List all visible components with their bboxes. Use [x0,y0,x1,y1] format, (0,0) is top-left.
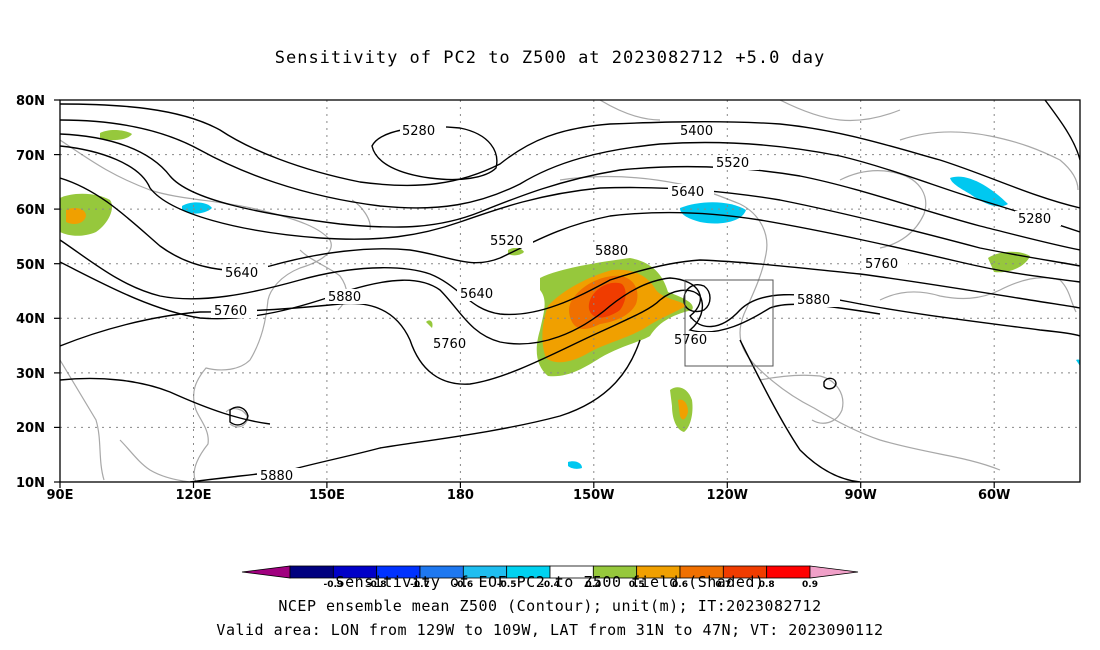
lon-label: 60W [978,488,1010,503]
lat-label: 10N [16,476,45,491]
contour-label-5640: 5640 [671,185,704,200]
colorbar-tick-label: -0.6 [453,580,473,590]
colorbar-tick-label: -0.5 [497,580,517,590]
contour-label-5520: 5520 [490,234,523,249]
shade-orange-west [66,208,86,224]
colorbar-tick-label: -0.8 [367,580,387,590]
contour-label-5280: 5280 [1018,212,1051,227]
colorbar-tick-label: -0.7 [410,580,430,590]
shade-green-far-north [100,130,132,141]
shade-cyan-small2 [1076,359,1080,366]
colorbar: -0.9 -0.8 -0.7 -0.6 -0.5 -0.4 0.4 0.5 0.6 0.7 0.8 0… [241,565,859,590]
lat-label: 80N [16,94,45,109]
colorbar-tick-label: 0.6 [672,580,688,590]
contour-label-5880: 5880 [797,293,830,308]
lon-label: 90W [844,488,876,503]
lon-label: 120W [707,488,748,503]
contour-label-5640: 5640 [225,266,258,281]
contour-label-5760: 5760 [865,257,898,272]
longitude-labels: 90E 120E 150E 180 150W 120W 90W 60W [47,488,1011,503]
lat-label: 20N [16,421,45,436]
shade-green-dot1 [508,247,524,256]
axis-ticks [54,99,995,488]
shade-green-west [60,193,113,236]
valid-area-box [684,279,774,367]
contour-label-5760: 5760 [674,333,707,348]
colorbar-arrow-high [809,565,859,579]
caption-shaded: Sensitivity of EOF PC2 to Z500 field (Sh… [335,573,765,591]
colorbar-tick-label: 0.8 [759,580,775,590]
lat-label: 40N [16,312,45,327]
contour-label-5400: 5400 [680,124,713,139]
colorbar-tick-label: -0.4 [540,580,560,590]
caption-contour: NCEP ensemble mean Z500 (Contour); unit(… [278,597,822,615]
contour-label-group: 5280 5400 5520 5640 5280 5520 5640 5880 … [211,123,1061,484]
caption-valid-area: Valid area: LON from 129W to 109W, LAT f… [216,621,884,639]
lon-label: 150E [309,488,345,503]
lon-label: 150W [573,488,614,503]
shade-orange-hawaii [678,399,688,420]
contour-label-5880: 5880 [328,290,361,305]
contour-label-5760: 5760 [214,304,247,319]
colorbar-tick-label: 0.4 [585,580,601,590]
shade-red-main [588,282,626,318]
contour-label-5280: 5280 [402,124,435,139]
shade-green-dot2 [426,320,433,328]
lon-label: 120E [175,488,211,503]
lat-label: 60N [16,203,45,218]
contour-label-5880: 5880 [595,244,628,259]
contour-label-5520: 5520 [716,156,749,171]
contour-label-5640: 5640 [460,287,493,302]
lat-label: 50N [16,258,45,273]
z500-contours [60,100,1080,482]
map-title: Sensitivity of PC2 to Z500 at 2023082712… [274,48,826,68]
shade-green-atlantic [988,251,1030,273]
shade-cyan-asia [182,202,212,214]
colorbar-tick-label: 0.5 [629,580,645,590]
colorbar-tick-label: 0.9 [802,580,818,590]
plot-frame [59,99,1081,483]
shade-cyan-alaska [680,202,746,224]
coastlines [60,100,1079,482]
contour-label-5880: 5880 [260,469,293,484]
latitude-labels: 80N 70N 60N 50N 40N 30N 20N 10N [16,94,45,491]
shade-cyan-labrador [950,176,1008,207]
lat-label: 30N [16,367,45,382]
colorbar-tick-label: 0.7 [715,580,731,590]
colorbar-tick-label: -0.9 [323,580,343,590]
lon-label: 180 [447,488,474,503]
sensitivity-shading [60,130,1080,469]
lat-label: 70N [16,149,45,164]
contour-label-5760: 5760 [433,337,466,352]
lon-label: 90E [47,488,74,503]
shade-cyan-small1 [568,461,582,469]
